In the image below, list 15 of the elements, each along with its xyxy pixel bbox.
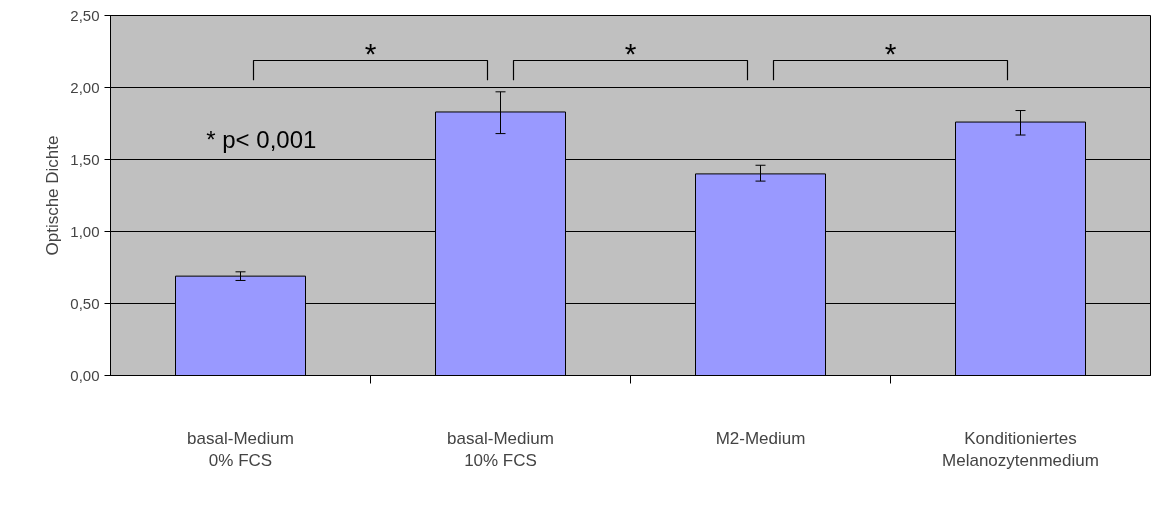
y-tick-label: 2,00 (70, 78, 100, 96)
x-tick-label: M2-Medium (715, 428, 806, 448)
x-tick-label: basal-Medium 10% FCS (447, 428, 554, 471)
y-tick-label: 1,00 (70, 222, 100, 240)
annotation: * (624, 36, 637, 70)
y-axis-title: Optische Dichte (43, 135, 63, 256)
y-tick-label: 0,50 (70, 294, 100, 312)
annotation: * (884, 36, 897, 70)
y-tick-label: 0,00 (70, 366, 100, 384)
y-tick-label: 1,50 (70, 150, 100, 168)
annotation: * (364, 36, 377, 70)
y-tick-label: 2,50 (70, 6, 100, 24)
annotation: * p< 0,001 (206, 126, 317, 154)
x-tick-label: basal-Medium 0% FCS (187, 428, 294, 471)
x-tick-label: Konditioniertes Melanozytenmedium (942, 428, 1099, 471)
